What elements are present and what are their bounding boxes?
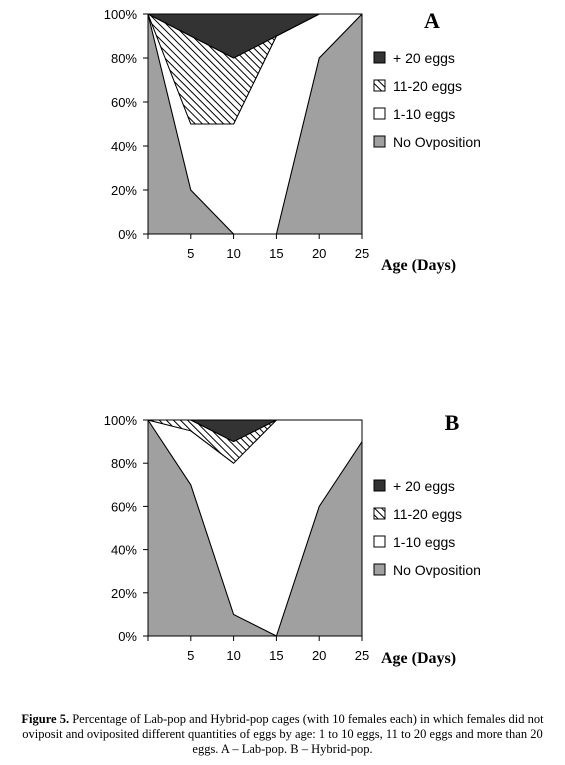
y-tick-label: 60% [111, 499, 137, 514]
y-tick-label: 40% [111, 543, 137, 558]
legend-label: 1-10 eggs [393, 106, 455, 122]
legend-swatch [373, 535, 386, 548]
y-tick-label: 60% [111, 95, 137, 110]
legend-label: No Ovposition [393, 562, 481, 578]
y-tick-label: 0% [118, 629, 137, 644]
chart-b: 0% 20% 40% 60% 80% 100% 5 10 15 20 25 B Age (Days) + … [104, 410, 481, 667]
y-tick-label: 0% [118, 227, 137, 242]
y-tick-label: 100% [104, 413, 138, 428]
x-tick-label: 15 [269, 246, 283, 261]
x-tick-label: 25 [355, 246, 369, 261]
figure-caption: Figure 5. Percentage of Lab-pop and Hybr… [8, 712, 557, 757]
legend-swatch [373, 135, 386, 148]
legend-label: + 20 eggs [393, 50, 455, 66]
x-tick-label: 20 [312, 246, 326, 261]
y-tick-label: 20% [111, 586, 137, 601]
caption-text: Percentage of Lab-pop and Hybrid-pop cag… [22, 712, 544, 756]
area-series-20-eggs [147, 13, 363, 59]
caption-label: Figure 5. [21, 712, 70, 726]
x-tick-label: 5 [187, 246, 194, 261]
y-tick-label: 80% [111, 456, 137, 471]
x-tick-label: 25 [355, 648, 369, 663]
y-tick-label: 80% [111, 51, 137, 66]
chart-title: A [424, 8, 440, 33]
legend-swatch [373, 79, 386, 92]
legend-swatch [373, 563, 386, 576]
area-series-20-eggs [147, 419, 363, 443]
x-tick-label: 15 [269, 648, 283, 663]
legend-swatch [373, 507, 386, 520]
y-tick-label: 100% [104, 7, 138, 22]
legend-label: No Ovposition [393, 134, 481, 150]
x-axis-title: Age (Days) [381, 650, 456, 667]
legend-label: 11-20 eggs [393, 78, 462, 94]
x-tick-label: 20 [312, 648, 326, 663]
legend-label: 1-10 eggs [393, 534, 455, 550]
x-axis-title: Age (Days) [381, 257, 456, 274]
legend-swatch [373, 107, 386, 120]
legend-swatch [373, 51, 386, 64]
legend-label: + 20 eggs [393, 478, 455, 494]
legend-label: 11-20 eggs [393, 506, 462, 522]
x-tick-label: 5 [187, 648, 194, 663]
y-tick-label: 20% [111, 183, 137, 198]
x-tick-label: 10 [226, 648, 240, 663]
y-tick-label: 40% [111, 139, 137, 154]
legend-swatch [373, 479, 386, 492]
chart-a: 0% 20% 40% 60% 80% 100% 5 10 15 20 25 A Age (Days) + … [104, 7, 481, 274]
x-tick-label: 10 [226, 246, 240, 261]
chart-title: B [445, 410, 460, 435]
